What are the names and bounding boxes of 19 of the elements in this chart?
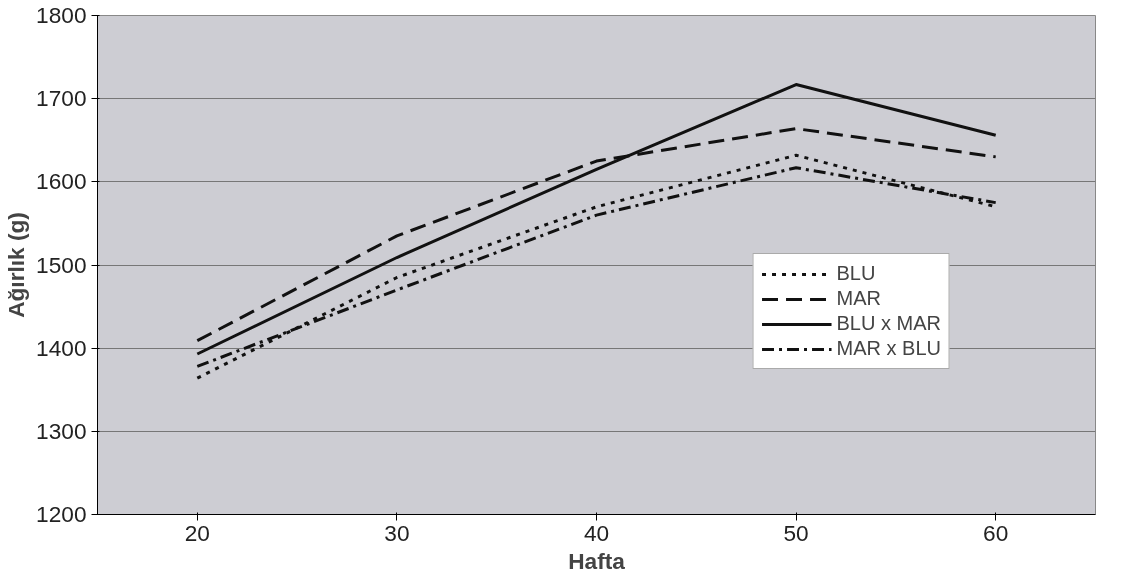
x-tick-label: 30 — [384, 519, 410, 546]
x-tick-label: 20 — [184, 519, 210, 546]
legend-label: MAR — [836, 287, 881, 310]
legend-label: BLU x MAR — [836, 312, 941, 335]
y-tick-label: 1800 — [36, 2, 87, 28]
x-axis-title: Hafta — [568, 547, 626, 574]
y-tick-label: 1500 — [36, 251, 87, 278]
y-tick-label: 1700 — [36, 85, 87, 112]
legend-label: MAR x BLU — [836, 337, 941, 360]
x-tick-label: 40 — [583, 519, 610, 546]
y-tick-label: 1300 — [36, 417, 87, 444]
line-series — [195, 83, 998, 356]
y-tick-label: 1400 — [36, 334, 87, 361]
y-tick-label: 1600 — [36, 168, 87, 195]
legend-label: BLU — [836, 262, 876, 285]
x-tick-label: 50 — [783, 519, 809, 546]
y-tick-label: 1200 — [36, 501, 87, 527]
x-tick-label: 60 — [983, 519, 1009, 546]
y-axis-title: Ağırlık (g) — [3, 212, 30, 318]
